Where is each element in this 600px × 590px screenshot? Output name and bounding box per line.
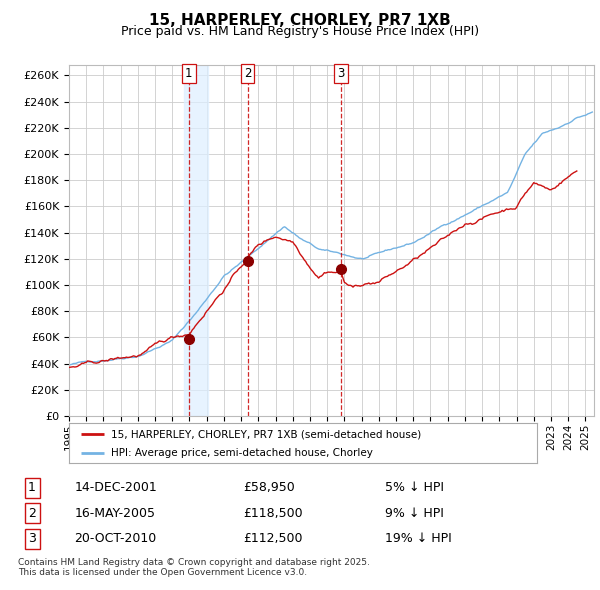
Text: 19% ↓ HPI: 19% ↓ HPI (385, 532, 451, 545)
Text: 15, HARPERLEY, CHORLEY, PR7 1XB: 15, HARPERLEY, CHORLEY, PR7 1XB (149, 13, 451, 28)
Text: 15, HARPERLEY, CHORLEY, PR7 1XB (semi-detached house): 15, HARPERLEY, CHORLEY, PR7 1XB (semi-de… (111, 430, 421, 440)
Text: 14-DEC-2001: 14-DEC-2001 (74, 481, 157, 494)
Text: £118,500: £118,500 (244, 507, 303, 520)
Text: HPI: Average price, semi-detached house, Chorley: HPI: Average price, semi-detached house,… (111, 448, 373, 458)
Text: 2: 2 (244, 67, 251, 80)
Text: Price paid vs. HM Land Registry's House Price Index (HPI): Price paid vs. HM Land Registry's House … (121, 25, 479, 38)
Text: 9% ↓ HPI: 9% ↓ HPI (385, 507, 443, 520)
Text: £58,950: £58,950 (244, 481, 295, 494)
Text: 20-OCT-2010: 20-OCT-2010 (74, 532, 157, 545)
Bar (184, 65, 208, 416)
Text: 16-MAY-2005: 16-MAY-2005 (74, 507, 155, 520)
Text: 1: 1 (28, 481, 36, 494)
Text: 5% ↓ HPI: 5% ↓ HPI (385, 481, 443, 494)
Text: £112,500: £112,500 (244, 532, 303, 545)
Text: 1: 1 (185, 67, 193, 80)
Text: Contains HM Land Registry data © Crown copyright and database right 2025.
This d: Contains HM Land Registry data © Crown c… (18, 558, 370, 577)
Text: 2: 2 (28, 507, 36, 520)
Text: 3: 3 (28, 532, 36, 545)
Text: 3: 3 (337, 67, 344, 80)
